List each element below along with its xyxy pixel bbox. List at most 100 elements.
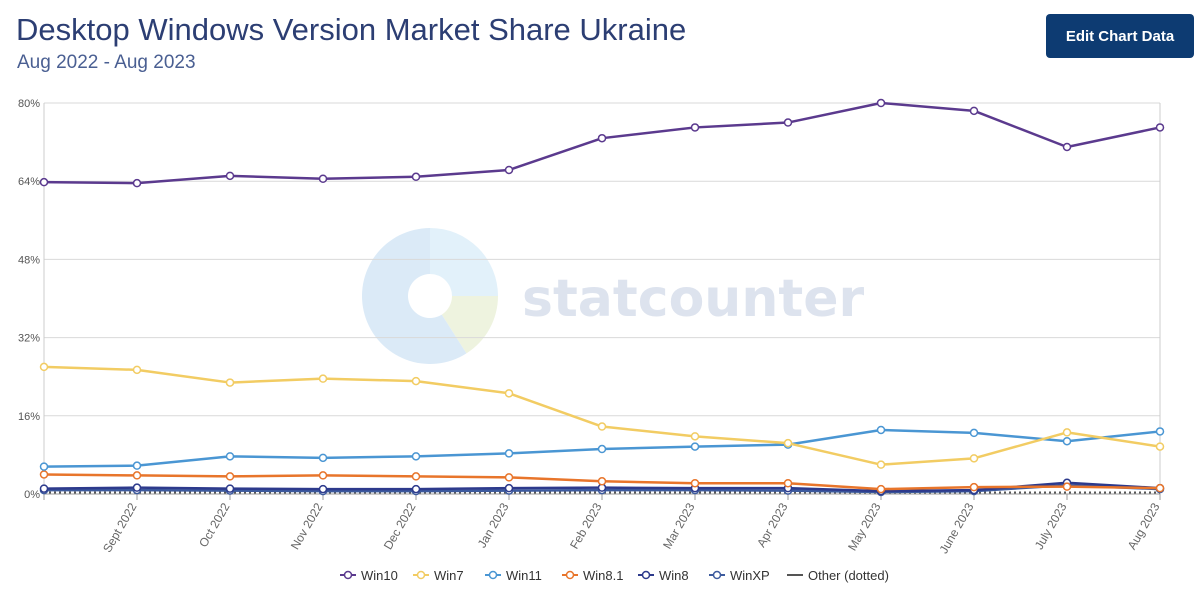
data-point-win10[interactable] xyxy=(690,123,700,132)
data-point-win11[interactable] xyxy=(318,453,328,463)
data-point-win11[interactable] xyxy=(597,444,607,454)
data-point-win8-1[interactable] xyxy=(411,472,421,481)
data-point-win7[interactable] xyxy=(876,460,886,469)
legend-label: Win7 xyxy=(434,568,464,583)
data-point-win10[interactable] xyxy=(969,106,979,116)
series-win10 xyxy=(39,98,1165,188)
grid-lines xyxy=(43,102,1161,495)
data-point-win10[interactable] xyxy=(504,165,514,175)
data-point-win11[interactable] xyxy=(504,449,514,458)
edit-chart-data-button[interactable]: Edit Chart Data xyxy=(1046,14,1194,58)
data-point-win7[interactable] xyxy=(1062,428,1072,437)
watermark-text: statcounter xyxy=(522,269,864,329)
legend: Win10 Win7 Win11 Win8.1 Win8 WinXP Other (dott… xyxy=(340,568,889,583)
series-win11 xyxy=(39,425,1165,471)
legend-label: Win10 xyxy=(361,568,398,583)
data-point-win11[interactable] xyxy=(690,442,700,451)
legend-item-win7[interactable]: Win7 xyxy=(413,568,464,583)
data-point-win7[interactable] xyxy=(318,374,328,383)
legend-marker xyxy=(343,570,353,580)
data-point-win7[interactable] xyxy=(1155,442,1165,451)
data-point-win10[interactable] xyxy=(1062,142,1072,152)
legend-item-other-dotted[interactable]: Other (dotted) xyxy=(787,568,889,583)
x-axis: Sept 2022 Oct 2022 Nov 2022 Dec 2022 Jan 202… xyxy=(43,493,1163,556)
data-point-win7[interactable] xyxy=(132,365,142,375)
y-tick-label: 16% xyxy=(18,411,40,423)
chart-subtitle: Aug 2022 - Aug 2023 xyxy=(17,52,196,73)
data-point-win8[interactable] xyxy=(318,484,328,494)
legend-item-win8-1[interactable]: Win8.1 xyxy=(562,568,623,583)
data-point-win8[interactable] xyxy=(504,483,514,493)
data-point-win7[interactable] xyxy=(969,454,979,463)
data-point-win10[interactable] xyxy=(783,118,793,127)
x-tick-label: Oct 2022 xyxy=(196,500,233,549)
legend-item-win10[interactable]: Win10 xyxy=(340,568,398,583)
data-point-win10[interactable] xyxy=(39,177,49,187)
data-point-win11[interactable] xyxy=(411,452,421,461)
x-tick-label: May 2023 xyxy=(845,500,884,553)
x-tick-label: July 2023 xyxy=(1032,500,1070,552)
data-point-win11[interactable] xyxy=(39,462,49,471)
data-point-win7[interactable] xyxy=(504,389,514,398)
data-point-win11[interactable] xyxy=(1155,427,1165,436)
data-point-win7[interactable] xyxy=(39,362,49,372)
series-line-win10 xyxy=(43,101,1161,185)
data-point-win8[interactable] xyxy=(39,484,49,493)
data-point-win8-1[interactable] xyxy=(132,471,142,480)
x-tick-label: Nov 2022 xyxy=(288,500,326,552)
data-point-win7[interactable] xyxy=(783,438,793,448)
legend-label: WinXP xyxy=(730,568,770,583)
data-point-win10[interactable] xyxy=(132,178,142,188)
series-win7 xyxy=(39,362,1165,469)
data-point-win8[interactable] xyxy=(411,484,421,494)
legend-marker xyxy=(416,570,426,580)
data-point-win8-1[interactable] xyxy=(690,478,700,488)
data-point-win10[interactable] xyxy=(876,98,886,108)
data-point-win10[interactable] xyxy=(225,171,235,181)
data-point-win11[interactable] xyxy=(1062,436,1072,446)
data-point-win11[interactable] xyxy=(225,452,235,461)
data-point-win8-1[interactable] xyxy=(969,482,979,492)
data-point-win8-1[interactable] xyxy=(504,473,514,482)
data-point-win11[interactable] xyxy=(132,461,142,470)
legend-label: Win8.1 xyxy=(583,568,623,583)
legend-item-win8[interactable]: Win8 xyxy=(638,568,689,583)
series-group xyxy=(39,98,1165,497)
y-tick-label: 80% xyxy=(18,98,40,110)
data-point-win10[interactable] xyxy=(597,133,607,143)
data-point-win7[interactable] xyxy=(411,376,421,386)
data-point-win10[interactable] xyxy=(318,174,328,184)
x-tick-label: Aug 2023 xyxy=(1125,500,1163,552)
data-point-win11[interactable] xyxy=(876,425,886,435)
data-point-win11[interactable] xyxy=(969,428,979,438)
data-point-win7[interactable] xyxy=(690,432,700,441)
data-point-win10[interactable] xyxy=(1155,123,1165,132)
data-point-win8-1[interactable] xyxy=(39,470,49,479)
y-tick-label: 64% xyxy=(18,176,40,188)
legend-item-win11[interactable]: Win11 xyxy=(485,568,542,583)
data-point-win8[interactable] xyxy=(132,483,142,492)
x-tick-label: June 2023 xyxy=(936,500,976,556)
data-point-win8[interactable] xyxy=(225,484,235,493)
data-point-win8-1[interactable] xyxy=(225,472,235,481)
data-point-win10[interactable] xyxy=(411,172,421,182)
data-point-win8-1[interactable] xyxy=(318,471,328,480)
data-point-win8-1[interactable] xyxy=(1062,482,1072,491)
legend-marker xyxy=(641,570,651,580)
y-axis: 0% 16% 32% 48% 64% 80% xyxy=(18,98,40,501)
watermark-pie-slice xyxy=(430,228,498,296)
data-point-win8-1[interactable] xyxy=(783,478,793,488)
x-tick-label: Sept 2022 xyxy=(100,500,140,555)
data-point-win8-1[interactable] xyxy=(597,477,607,486)
legend-label: Win8 xyxy=(659,568,689,583)
data-point-win8-1[interactable] xyxy=(876,484,886,494)
data-point-win8-1[interactable] xyxy=(1155,483,1165,493)
x-tick-label: Apr 2023 xyxy=(754,500,791,549)
legend-item-winxp[interactable]: WinXP xyxy=(709,568,770,583)
data-point-win7[interactable] xyxy=(597,422,607,431)
legend-label: Other (dotted) xyxy=(808,568,889,583)
x-tick-label: Feb 2023 xyxy=(567,500,605,551)
legend-marker xyxy=(565,570,575,580)
data-point-win7[interactable] xyxy=(225,378,235,387)
